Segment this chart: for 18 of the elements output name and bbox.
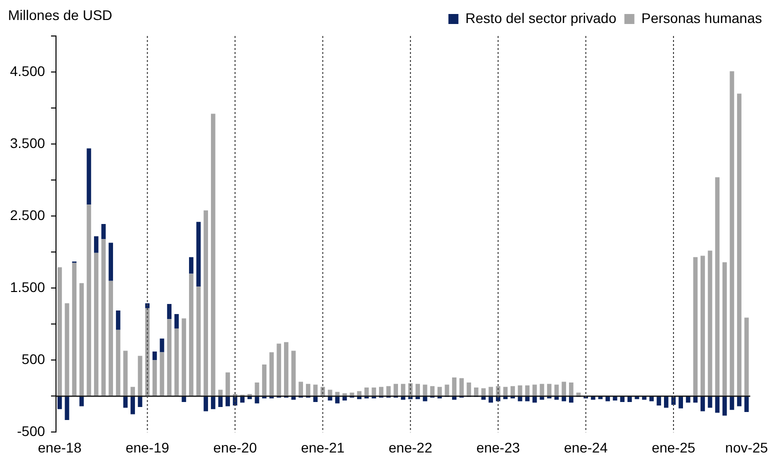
y-tick-label: -500 — [17, 423, 46, 440]
y-tick-label: 1.500 — [10, 278, 46, 295]
legend-label: Personas humanas — [641, 10, 762, 26]
x-tick-label: ene-24 — [564, 439, 608, 456]
x-tick-label: ene-20 — [213, 439, 258, 456]
y-tick-label: 2.500 — [10, 206, 46, 223]
legend-label: Resto del sector privado — [465, 10, 617, 26]
x-tick-label: ene-19 — [126, 439, 170, 456]
y-tick-label: 500 — [22, 351, 46, 368]
y-axis-title: Millones de USD — [8, 6, 112, 23]
x-tick-label: nov-25 — [725, 439, 768, 456]
x-tick-label: ene-21 — [300, 439, 345, 456]
x-tick-label: ene-25 — [652, 439, 696, 456]
y-tick-label: 4.500 — [10, 62, 46, 79]
x-tick-label: ene-22 — [388, 439, 432, 456]
y-tick-label: 3.500 — [10, 134, 46, 151]
x-tick-label: ene-18 — [38, 439, 82, 456]
x-tick-label: ene-23 — [476, 439, 520, 456]
